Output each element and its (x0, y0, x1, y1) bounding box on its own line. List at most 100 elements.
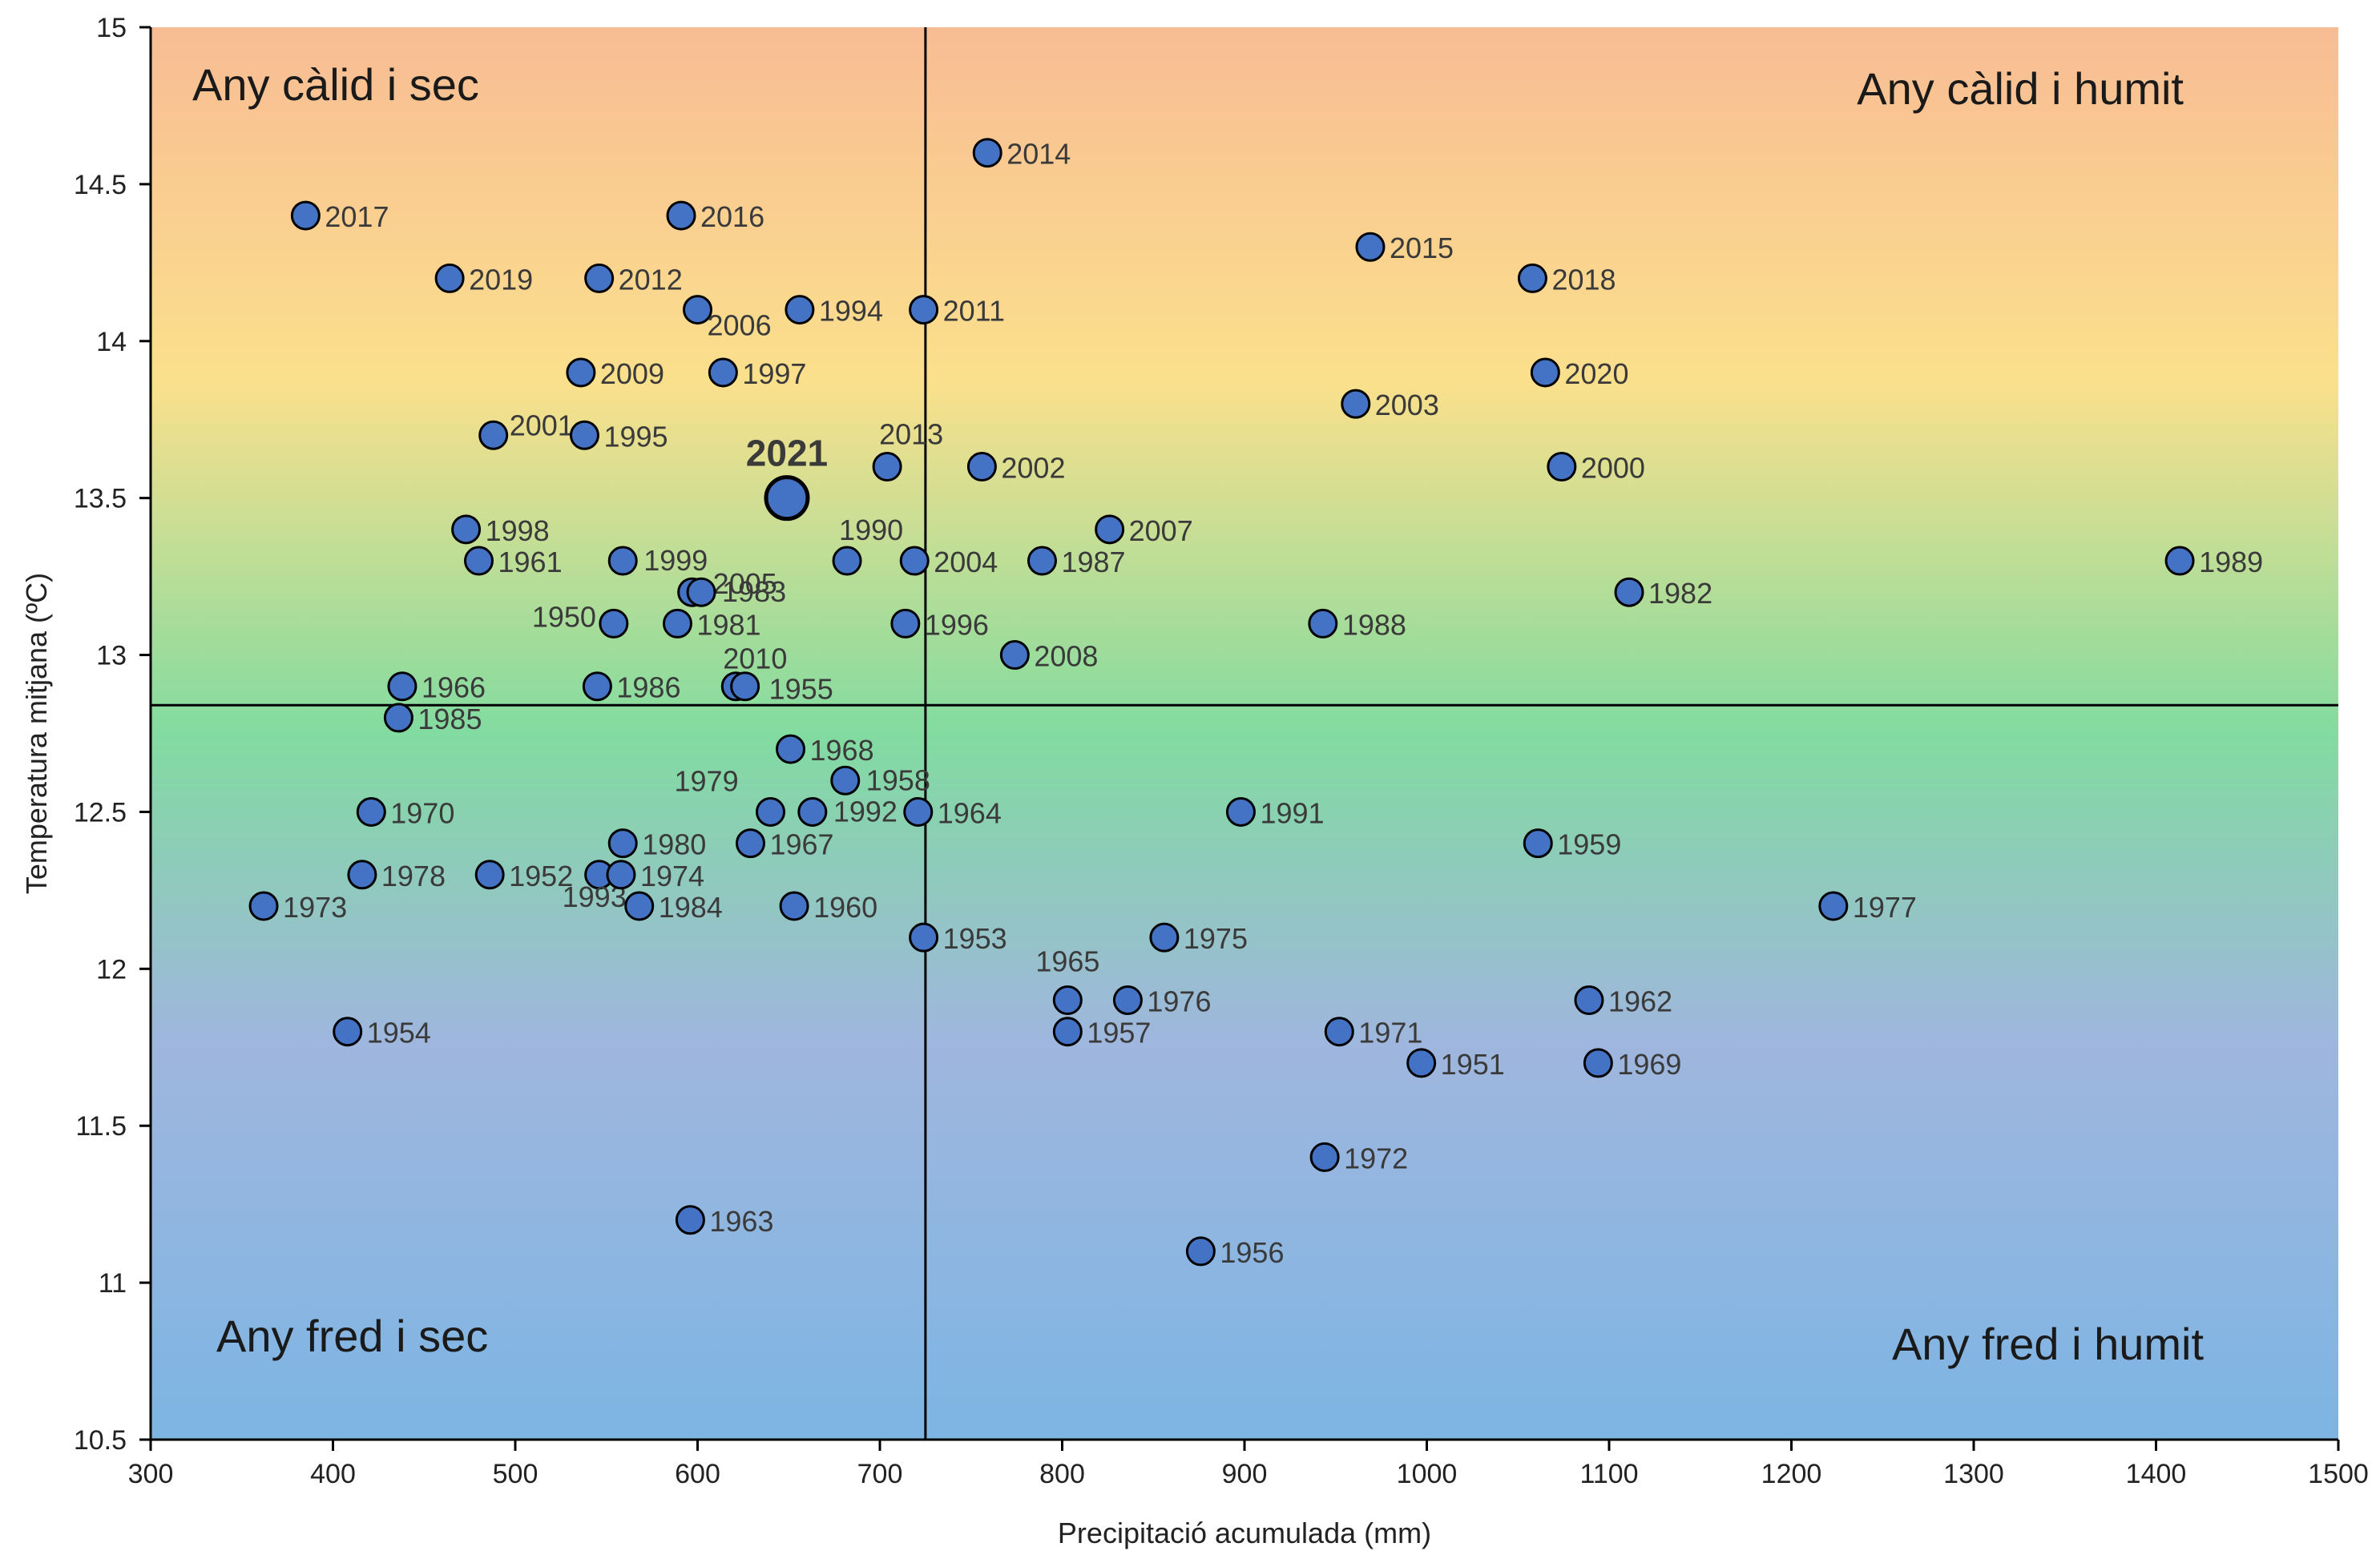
point-marker-2016 (666, 200, 696, 231)
point-marker-1978 (347, 860, 377, 890)
x-tick-label: 600 (675, 1459, 720, 1489)
scatter-point-1976: 1976 (1112, 985, 1211, 1018)
point-marker-1979 (756, 796, 785, 827)
point-label-1997: 1997 (742, 357, 806, 390)
point-label-2010: 2010 (723, 643, 787, 675)
x-tick-label: 300 (128, 1459, 174, 1489)
point-label-1971: 1971 (1358, 1017, 1422, 1049)
point-label-2001: 2001 (510, 409, 574, 441)
scatter-point-2003: 2003 (1341, 389, 1439, 421)
point-label-2011: 2011 (943, 295, 1005, 328)
y-tick-label: 13 (96, 641, 127, 671)
scatter-point-1984: 1984 (624, 891, 723, 924)
x-tick-label: 1200 (1761, 1459, 1822, 1489)
point-label-1957: 1957 (1087, 1017, 1151, 1049)
point-marker-1987 (1027, 546, 1057, 576)
point-marker-1995 (569, 420, 599, 450)
scatter-point-2000: 2000 (1547, 451, 1645, 484)
point-marker-1957 (1052, 1017, 1083, 1047)
point-label-1973: 1973 (283, 891, 347, 924)
scatter-point-1978: 1978 (347, 860, 446, 892)
point-marker-2019 (434, 263, 465, 293)
point-marker-1971 (1324, 1017, 1354, 1047)
point-label-1967: 1967 (769, 828, 833, 861)
y-tick-label: 14.5 (74, 170, 127, 200)
scatter-point-2002: 2002 (966, 451, 1065, 484)
point-label-1955: 1955 (769, 673, 833, 706)
scatter-point-2017: 2017 (290, 200, 389, 233)
point-label-1972: 1972 (1344, 1142, 1408, 1174)
point-marker-1985 (383, 703, 413, 733)
x-axis-ticks: 300 400 500 600 700 800 900 1000 1100 1200 1300 140… (128, 1440, 2369, 1489)
point-label-2007: 2007 (1129, 514, 1193, 547)
point-marker-1967 (735, 828, 765, 859)
point-marker-1975 (1149, 922, 1180, 953)
point-label-1996: 1996 (925, 608, 989, 641)
point-marker-1950 (599, 608, 629, 638)
point-marker-1994 (785, 295, 815, 325)
x-tick-label: 500 (493, 1459, 539, 1489)
point-label-1963: 1963 (709, 1205, 773, 1238)
point-label-1975: 1975 (1184, 922, 1248, 955)
point-marker-1981 (662, 608, 692, 638)
point-marker-1959 (1523, 828, 1553, 859)
quadrant-label-warm-dry: Any càlid i sec (192, 59, 479, 110)
scatter-point-1959: 1959 (1523, 828, 1621, 861)
scatter-point-1950: 1950 (532, 600, 629, 638)
point-label-1959: 1959 (1557, 828, 1621, 861)
point-label-1966: 1966 (422, 671, 486, 704)
point-label-2015: 2015 (1390, 232, 1454, 264)
point-marker-2013 (872, 451, 902, 481)
point-label-1969: 1969 (1617, 1048, 1681, 1081)
scatter-point-1991: 1991 (1225, 796, 1325, 829)
point-marker-1966 (387, 671, 418, 702)
point-marker-2000 (1547, 451, 1577, 481)
x-tick-label: 900 (1222, 1459, 1268, 1489)
x-tick-label: 1100 (1579, 1459, 1638, 1489)
y-tick-label: 12.5 (74, 797, 127, 828)
scatter-point-1999: 1999 (607, 544, 708, 577)
point-marker-1972 (1309, 1142, 1340, 1172)
scatter-point-2004: 2004 (899, 546, 998, 578)
scatter-point-1961: 1961 (464, 546, 563, 578)
point-label-1977: 1977 (1853, 891, 1917, 924)
point-label-1951: 1951 (1441, 1048, 1505, 1081)
scatter-point-1969: 1969 (1583, 1048, 1681, 1081)
point-marker-2011 (909, 295, 939, 325)
y-tick-label: 13.5 (74, 484, 127, 514)
point-marker-1986 (582, 671, 612, 702)
scatter-point-1960: 1960 (779, 891, 877, 924)
scatter-point-2008: 2008 (999, 640, 1098, 673)
scatter-point-2018: 2018 (1517, 263, 1616, 296)
point-label-2002: 2002 (1001, 451, 1065, 484)
point-label-1995: 1995 (603, 420, 668, 453)
point-marker-2021 (764, 475, 810, 522)
scatter-point-1974: 1974 (606, 860, 704, 892)
quadrant-label-cold-dry: Any fred i sec (216, 1311, 488, 1361)
point-label-2017: 2017 (325, 200, 389, 233)
point-label-1986: 1986 (616, 671, 680, 704)
quadrant-label-warm-humid: Any càlid i humit (1857, 63, 2184, 114)
point-label-1985: 1985 (418, 703, 482, 735)
point-marker-2009 (566, 357, 596, 388)
point-marker-1991 (1225, 796, 1256, 827)
scatter-point-1970: 1970 (356, 796, 454, 829)
point-marker-1962 (1574, 985, 1604, 1016)
scatter-point-2001: 2001 (478, 409, 574, 450)
scatter-point-2020: 2020 (1530, 357, 1628, 390)
point-marker-1982 (1614, 577, 1644, 607)
point-marker-2003 (1341, 389, 1371, 419)
point-label-1964: 1964 (938, 796, 1002, 829)
plot-background (151, 27, 2338, 1440)
point-label-1983: 1983 (722, 575, 786, 608)
scatter-point-1965: 1965 (1035, 945, 1099, 1016)
point-label-1968: 1968 (810, 734, 874, 767)
point-marker-2012 (584, 263, 615, 293)
point-label-1962: 1962 (1608, 985, 1672, 1018)
scatter-point-1998: 1998 (451, 514, 550, 547)
point-label-1988: 1988 (1342, 608, 1406, 641)
y-tick-label: 11.5 (75, 1111, 127, 1142)
point-label-1990: 1990 (839, 514, 903, 546)
scatter-point-1952: 1952 (474, 860, 573, 892)
